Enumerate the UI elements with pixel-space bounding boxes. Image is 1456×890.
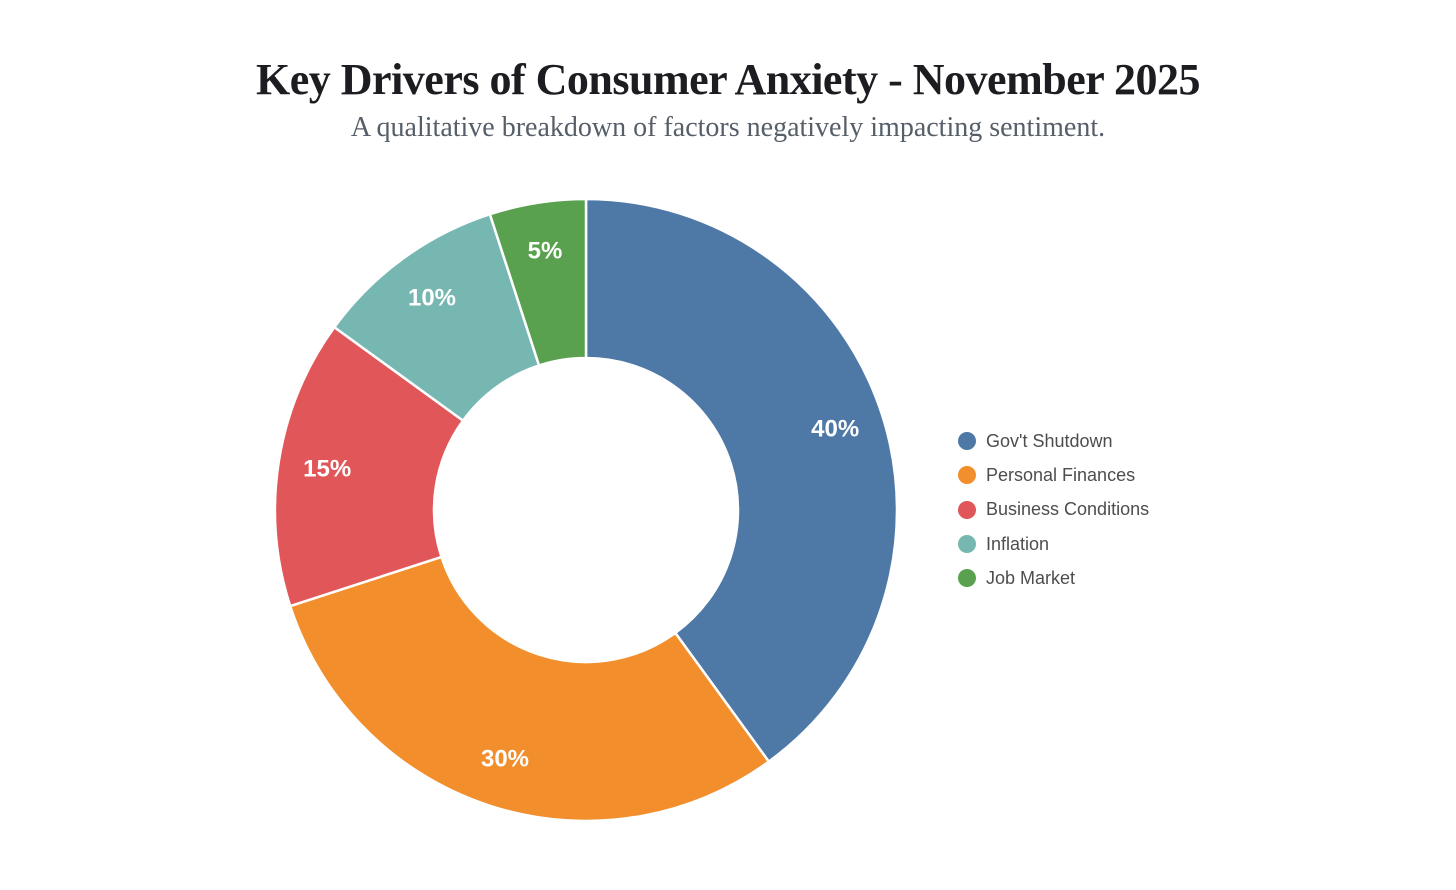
legend-dot-icon	[958, 432, 976, 451]
slice-label: 30%	[481, 746, 529, 773]
legend-label: Job Market	[986, 567, 1076, 588]
legend-label: Inflation	[986, 533, 1050, 554]
legend-dot-icon	[958, 535, 976, 554]
legend-dot-icon	[958, 500, 976, 519]
legend-item: Inflation	[958, 527, 1149, 561]
legend-dot-icon	[958, 569, 976, 588]
legend-item: Job Market	[958, 561, 1149, 595]
donut-segment-gov-t-shutdown	[584, 197, 899, 763]
chart-header: Key Drivers of Consumer Anxiety - Novemb…	[0, 0, 1456, 144]
slice-label: 10%	[408, 285, 456, 312]
legend-item: Personal Finances	[958, 458, 1149, 492]
donut-segment-business-conditions	[273, 325, 465, 608]
legend-item: Gov't Shutdown	[958, 424, 1149, 458]
legend-label: Business Conditions	[986, 499, 1150, 520]
slice-label: 5%	[528, 238, 563, 265]
slice-label: 40%	[811, 416, 859, 443]
slice-label: 15%	[303, 456, 351, 483]
legend-label: Gov't Shutdown	[986, 430, 1113, 451]
chart-subtitle: A qualitative breakdown of factors negat…	[350, 112, 1106, 143]
donut-segment-personal-finances	[288, 555, 771, 823]
chart-title: Key Drivers of Consumer Anxiety - Novemb…	[256, 55, 1200, 104]
legend-label: Personal Finances	[986, 464, 1136, 485]
donut-chart: 40% 30% 15% 10% 5%	[273, 197, 899, 823]
donut-segment-job-market	[488, 197, 588, 367]
legend-item: Business Conditions	[958, 493, 1149, 527]
legend: Gov't Shutdown Personal Finances Business …	[958, 424, 1149, 595]
legend-dot-icon	[958, 466, 976, 485]
